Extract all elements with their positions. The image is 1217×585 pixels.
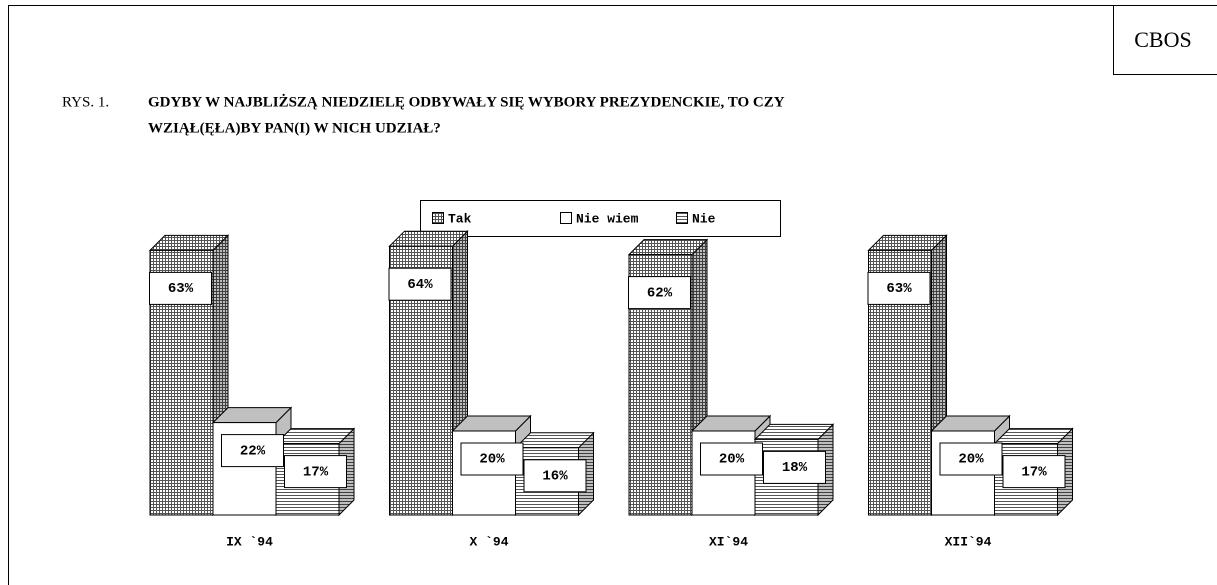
value-label: 20% xyxy=(958,452,984,468)
legend-swatch xyxy=(560,212,572,224)
legend-label: Nie wiem xyxy=(576,211,639,226)
frame xyxy=(8,5,1217,585)
value-label: 17% xyxy=(303,464,329,480)
chart-title: WZIĄŁ(ĘŁA)BY PAN(I) W NICH UDZIAŁ? xyxy=(148,120,441,136)
x-tick-label: XII`94 xyxy=(945,534,992,549)
value-label-box xyxy=(939,442,1003,476)
source-box xyxy=(1113,5,1217,75)
value-label: 62% xyxy=(647,285,673,301)
x-tick-label: XI`94 xyxy=(709,534,748,549)
value-label-box xyxy=(523,459,587,493)
x-tick-label: IX `94 xyxy=(226,534,273,549)
source: CBOS xyxy=(1134,27,1191,52)
value-label-box xyxy=(388,267,452,301)
legend-label: Tak xyxy=(448,211,472,226)
legend-swatch xyxy=(676,212,688,224)
value-label: 18% xyxy=(782,460,808,476)
legend xyxy=(420,200,781,237)
value-label: 16% xyxy=(542,469,568,485)
legend-label: Nie xyxy=(692,211,716,226)
chart-title: GDYBY W NAJBLIŻSZĄ NIEDZIELĘ ODBYWAŁY SI… xyxy=(148,93,785,110)
value-label: 63% xyxy=(886,281,912,297)
value-label: 63% xyxy=(168,281,194,297)
value-label-box xyxy=(867,271,931,305)
value-label-box xyxy=(763,450,826,484)
value-label: 17% xyxy=(1021,464,1047,480)
x-tick-label: X `94 xyxy=(469,534,508,549)
legend-swatch xyxy=(432,212,444,224)
value-label-box xyxy=(284,455,347,489)
value-label-box xyxy=(628,276,691,310)
value-label-box xyxy=(700,442,763,476)
value-label-box xyxy=(149,271,212,305)
value-label-box xyxy=(221,434,284,468)
value-label: 20% xyxy=(719,452,745,468)
value-label: 20% xyxy=(479,452,505,468)
value-label-box xyxy=(460,442,524,476)
value-label: 22% xyxy=(240,443,266,459)
value-label-box xyxy=(1002,455,1066,489)
value-label: 64% xyxy=(407,277,433,293)
figure-label: RYS. 1. xyxy=(62,94,109,110)
